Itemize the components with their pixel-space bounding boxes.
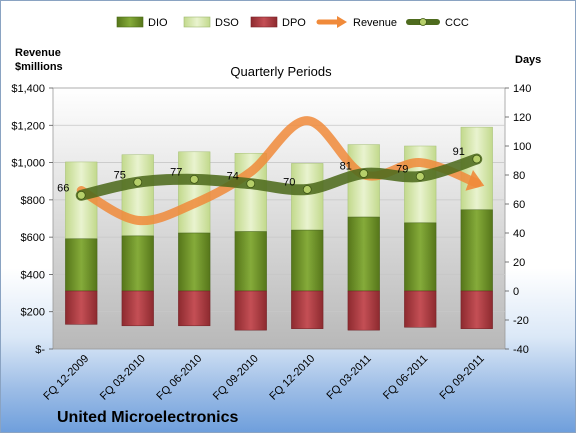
- y-left-ticks: $- $200 $400 $600 $800 $1,000 $1,200 $1,400: [11, 83, 53, 356]
- ccc-point: [472, 154, 482, 164]
- y-left-tick-label: $600: [21, 232, 45, 244]
- bar-dso: [291, 163, 324, 231]
- revenue-arrowhead: [465, 170, 485, 191]
- ccc-point: [133, 177, 143, 187]
- bar-dio: [234, 231, 267, 292]
- bar-dpo: [65, 290, 98, 325]
- ccc-data-label: 91: [453, 146, 465, 158]
- bar-dpo: [460, 290, 493, 329]
- legend-label-dpo: DPO: [282, 17, 306, 29]
- ccc-data-label: 79: [396, 163, 408, 175]
- revenue-line: [76, 116, 482, 226]
- bar-dpo: [347, 290, 380, 331]
- y-left-tick-label: $800: [21, 195, 45, 207]
- bar-dio: [347, 216, 380, 292]
- x-tick-labels: FQ 12-2009 FQ 03-2010 FQ 06-2010 FQ 09-2010…: [41, 353, 486, 403]
- y-right-ticks: -40 -20 0 20 40 60 80 100 120 140: [505, 83, 531, 356]
- ccc-point: [359, 169, 369, 178]
- y-right-tick-label: 80: [513, 170, 525, 182]
- y-right-tick-label: 0: [513, 286, 519, 298]
- bar-dso: [178, 151, 211, 234]
- bar-dio: [178, 232, 211, 292]
- ccc-series: 66 75 77 74 70 81 79 91: [57, 146, 483, 201]
- ccc-point: [76, 190, 86, 200]
- ccc-point: [189, 174, 199, 184]
- y-left-tick-label: $-: [35, 344, 45, 356]
- y-right-tick-label: -40: [513, 344, 529, 356]
- x-tick-label: FQ 03-2010: [98, 353, 148, 403]
- y-right-tick-label: 60: [513, 199, 525, 211]
- ccc-point: [415, 172, 425, 181]
- bar-dpo: [234, 290, 267, 331]
- y-right-tick-label: 100: [513, 141, 531, 153]
- legend-label-revenue: Revenue: [353, 17, 397, 29]
- x-tick-label: FQ 06-2010: [154, 353, 204, 403]
- x-tick-label: FQ 12-2010: [267, 353, 317, 403]
- bar-dio: [121, 235, 154, 292]
- bar-dio: [65, 238, 98, 292]
- y-left-tick-label: $1,200: [11, 120, 45, 132]
- ccc-data-label: 74: [227, 171, 239, 183]
- y-right-tick-label: 20: [513, 257, 525, 269]
- bar-dio: [404, 222, 437, 292]
- y-left-label-line2: $millions: [15, 61, 63, 73]
- bar-dso: [404, 145, 437, 224]
- x-tick-label: FQ 06-2011: [381, 353, 430, 402]
- y-left-tick-label: $200: [21, 307, 45, 319]
- y-right-tick-label: 140: [513, 83, 531, 95]
- ccc-data-label: 66: [57, 182, 69, 194]
- y-left-tick-label: $400: [21, 269, 45, 281]
- ccc-data-label: 81: [340, 161, 352, 173]
- bar-dpo: [178, 290, 211, 327]
- x-tick-label: FQ 03-2011: [324, 353, 373, 402]
- legend-label-dso: DSO: [215, 17, 239, 29]
- legend-swatch-revenue-arrow: [337, 16, 347, 28]
- legend-swatch-ccc-marker: [419, 18, 427, 26]
- chart-title: Quarterly Periods: [230, 64, 332, 79]
- x-tick-label: FQ 12-2009: [41, 353, 91, 403]
- ccc-data-label: 77: [170, 166, 182, 178]
- bar-dpo: [404, 290, 437, 328]
- ccc-point: [246, 179, 256, 189]
- bar-dpo: [291, 290, 324, 329]
- y-right-tick-label: 120: [513, 112, 531, 124]
- y-left-tick-label: $1,400: [11, 83, 45, 95]
- y-right-tick-label: -20: [513, 315, 529, 327]
- ccc-point: [302, 185, 312, 194]
- bar-dio: [291, 229, 324, 292]
- ccc-line: [75, 153, 483, 201]
- y-right-tick-label: 40: [513, 228, 525, 240]
- ccc-data-label: 70: [283, 177, 295, 189]
- legend-label-ccc: CCC: [445, 17, 469, 29]
- bar-dpo: [121, 290, 154, 327]
- legend-label-dio: DIO: [148, 17, 168, 29]
- company-name: United Microelectronics: [57, 409, 238, 426]
- legend-swatch-dso: [183, 16, 211, 28]
- y-right-label: Days: [515, 54, 541, 66]
- revenue-series: [76, 116, 485, 226]
- ccc-data-label: 75: [114, 169, 126, 181]
- y-left-label-line1: Revenue: [15, 47, 61, 59]
- legend: DIO DSO DPO Revenue CCC: [116, 16, 469, 29]
- x-tick-label: FQ 09-2011: [437, 353, 486, 402]
- bar-dio: [460, 209, 493, 292]
- legend-swatch-dpo: [250, 16, 278, 28]
- x-tick-label: FQ 09-2010: [211, 353, 261, 403]
- y-left-tick-label: $1,000: [11, 158, 45, 170]
- legend-swatch-dio: [116, 16, 144, 28]
